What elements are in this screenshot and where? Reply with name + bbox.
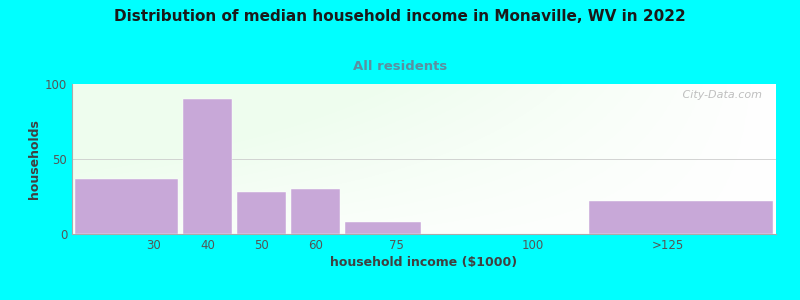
- Text: All residents: All residents: [353, 60, 447, 73]
- Bar: [183, 99, 232, 234]
- Bar: [346, 222, 422, 234]
- Bar: [291, 189, 340, 234]
- Bar: [589, 201, 774, 234]
- Text: Distribution of median household income in Monaville, WV in 2022: Distribution of median household income …: [114, 9, 686, 24]
- Bar: [237, 192, 286, 234]
- Text: City-Data.com: City-Data.com: [679, 90, 762, 100]
- Bar: [74, 178, 178, 234]
- Y-axis label: households: households: [28, 119, 41, 199]
- X-axis label: household income ($1000): household income ($1000): [330, 256, 518, 269]
